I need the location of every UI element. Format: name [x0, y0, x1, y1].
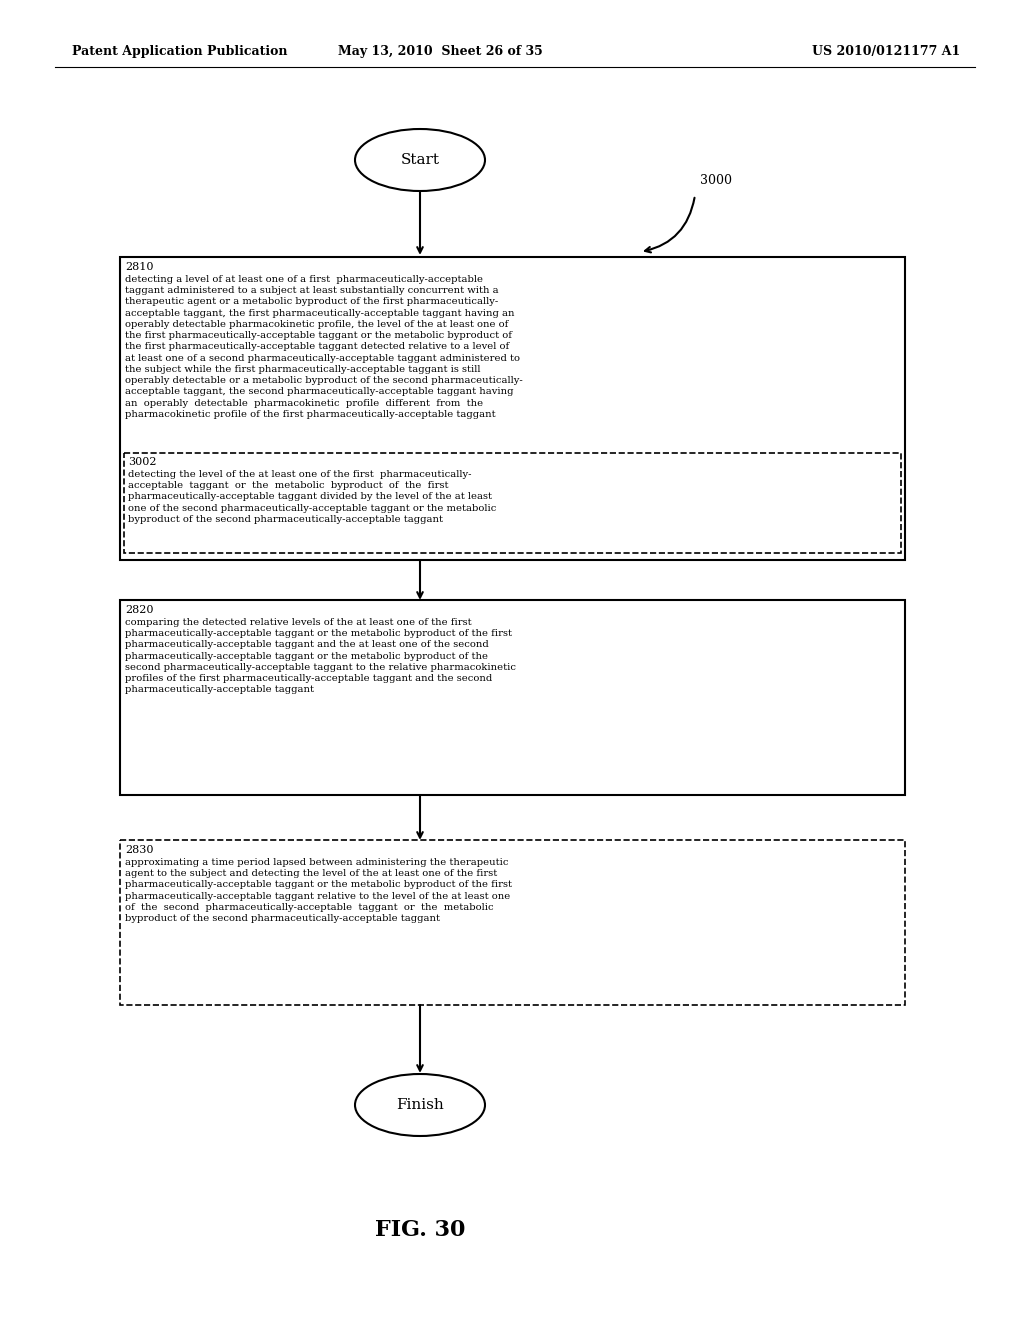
Bar	[120, 257, 905, 560]
Text: 2810: 2810	[125, 261, 154, 272]
Text: FIG. 30: FIG. 30	[375, 1218, 465, 1241]
Text: Start: Start	[400, 153, 439, 168]
Text: 2830: 2830	[125, 845, 154, 855]
Text: 3000: 3000	[700, 173, 732, 186]
Text: detecting the level of the at least one of the first  pharmaceutically-
acceptab: detecting the level of the at least one …	[128, 470, 497, 524]
Text: Finish: Finish	[396, 1098, 443, 1111]
Bar	[124, 453, 901, 553]
Text: 2820: 2820	[125, 605, 154, 615]
Text: Patent Application Publication: Patent Application Publication	[72, 45, 288, 58]
Text: 3002: 3002	[128, 457, 157, 467]
Text: approximating a time period lapsed between administering the therapeutic
agent t: approximating a time period lapsed betwe…	[125, 858, 512, 923]
Text: detecting a level of at least one of a first  pharmaceutically-acceptable
taggan: detecting a level of at least one of a f…	[125, 275, 522, 418]
Bar	[120, 840, 905, 1005]
Bar	[120, 601, 905, 795]
Text: comparing the detected relative levels of the at least one of the first
pharmace: comparing the detected relative levels o…	[125, 618, 516, 694]
Text: US 2010/0121177 A1: US 2010/0121177 A1	[812, 45, 961, 58]
Text: May 13, 2010  Sheet 26 of 35: May 13, 2010 Sheet 26 of 35	[338, 45, 543, 58]
